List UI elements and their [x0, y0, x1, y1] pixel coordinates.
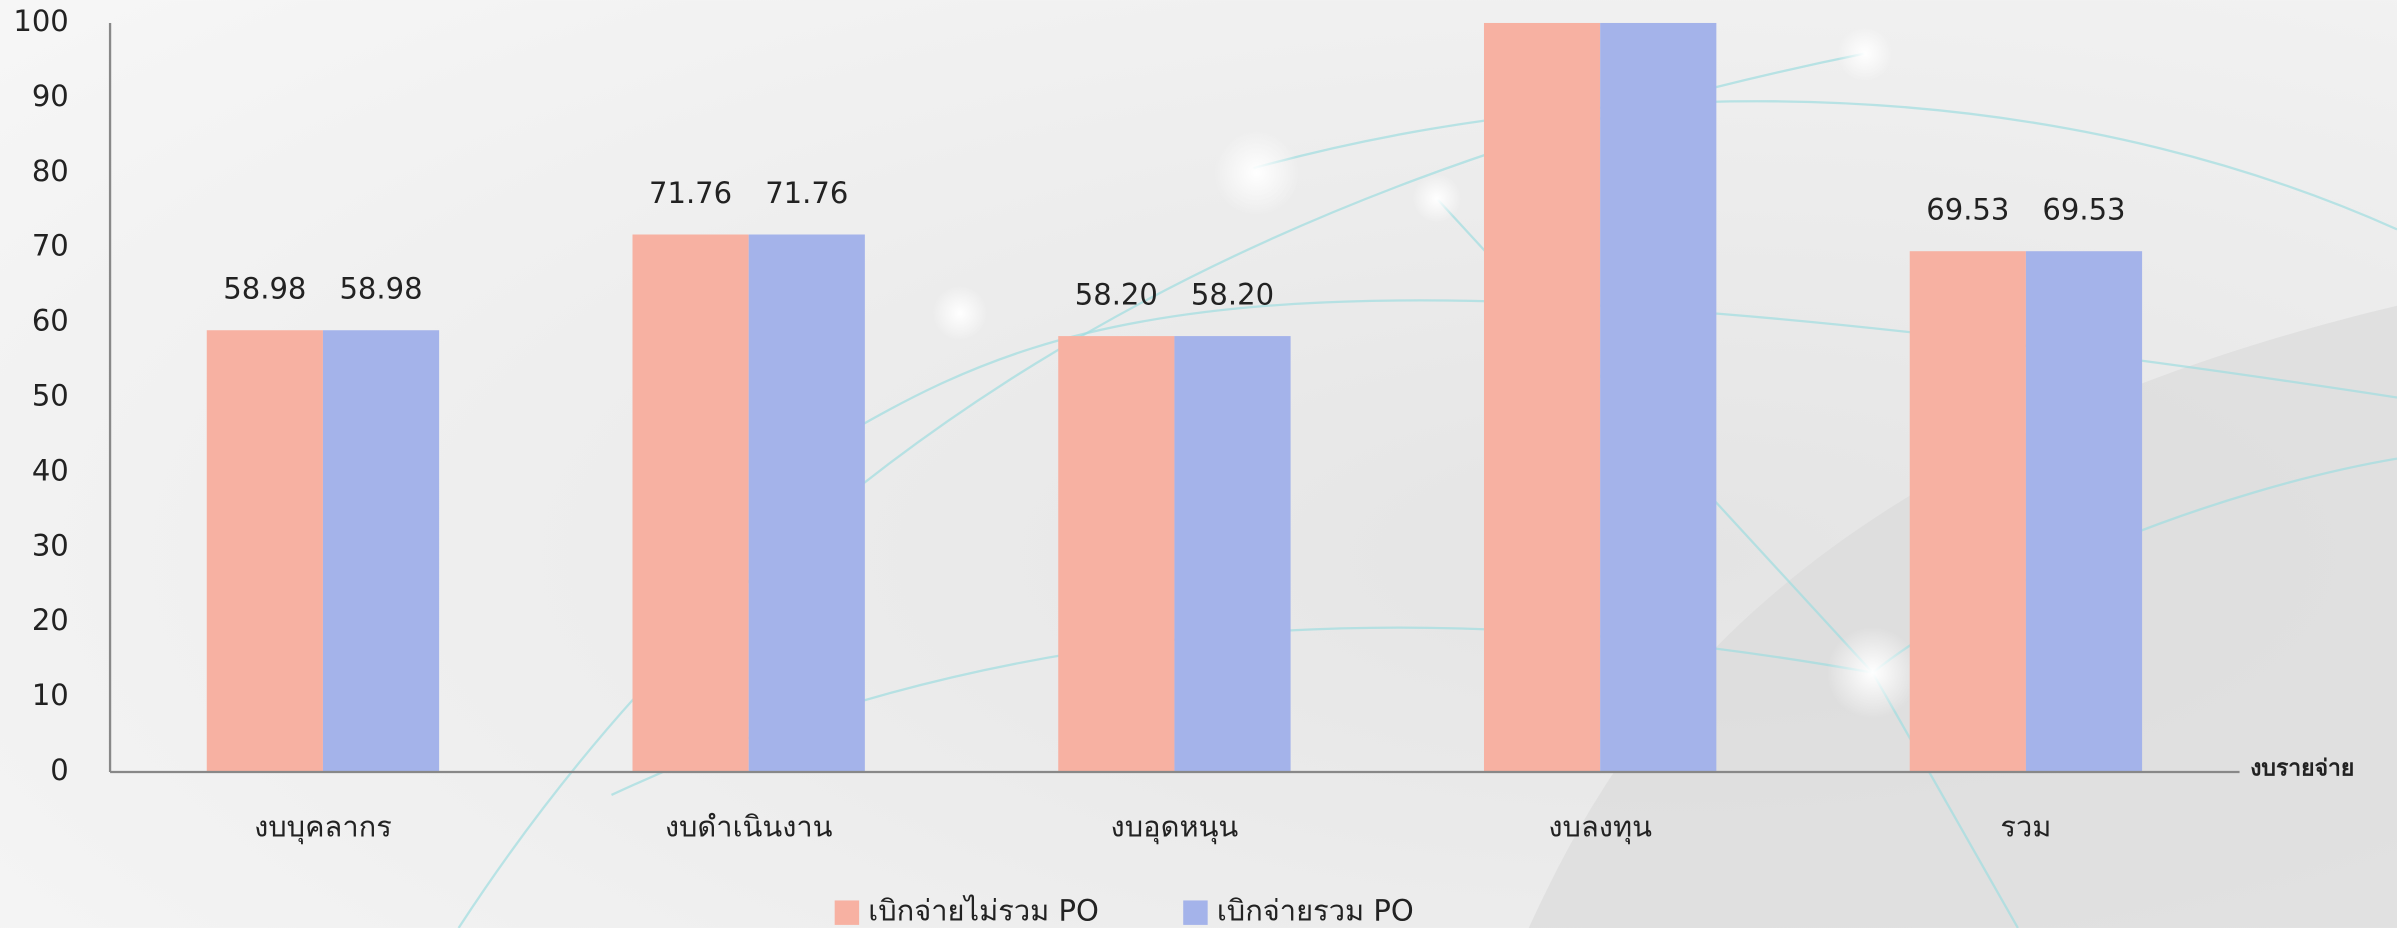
bar: [1600, 22, 1717, 773]
y-tick-label: 60: [32, 304, 69, 338]
y-tick-label: 70: [32, 229, 69, 263]
bar: [2025, 251, 2143, 773]
y-tick-label: 90: [32, 79, 69, 113]
bar: [206, 330, 323, 773]
bar: [1174, 336, 1291, 773]
bar: [1909, 251, 2026, 773]
y-tick-label: 100: [13, 4, 68, 38]
legend-label: เบิกจ่ายไม่รวม PO: [868, 894, 1099, 928]
bar: [322, 330, 440, 773]
value-label: 69.53: [2042, 192, 2125, 226]
value-label: 58.20: [1191, 277, 1274, 311]
x-tick-label: งบลงทุน: [1548, 810, 1652, 845]
legend-swatch: [834, 900, 860, 925]
value-label: 69.53: [1926, 192, 2009, 226]
x-tick-label: งบดำเนินงาน: [665, 810, 833, 844]
y-tick-label: 80: [32, 154, 69, 188]
legend-label: เบิกจ่ายรวม PO: [1217, 894, 1414, 928]
y-tick-label: 40: [32, 453, 69, 487]
value-label: 58.20: [1075, 277, 1158, 311]
y-tick-label: 30: [32, 528, 69, 562]
y-tick-label: 0: [50, 753, 68, 787]
bar: [1058, 336, 1175, 773]
value-label: 71.76: [765, 176, 848, 210]
value-label: 58.98: [223, 271, 306, 305]
x-tick-label: รวม: [2000, 810, 2051, 844]
bar: [632, 234, 749, 773]
x-axis-label: งบรายจ่าย: [2250, 755, 2354, 781]
value-label: 58.98: [339, 271, 422, 305]
y-tick-label: 20: [32, 603, 69, 637]
legend-swatch: [1183, 900, 1208, 925]
value-label: 71.76: [649, 176, 732, 210]
y-tick-label: 50: [32, 379, 69, 413]
bar: [1483, 22, 1601, 773]
bar: [748, 234, 865, 773]
y-tick-label: 10: [32, 678, 69, 712]
x-tick-label: งบอุดหนุน: [1111, 810, 1239, 845]
x-tick-label: งบบุคลากร: [254, 810, 392, 845]
